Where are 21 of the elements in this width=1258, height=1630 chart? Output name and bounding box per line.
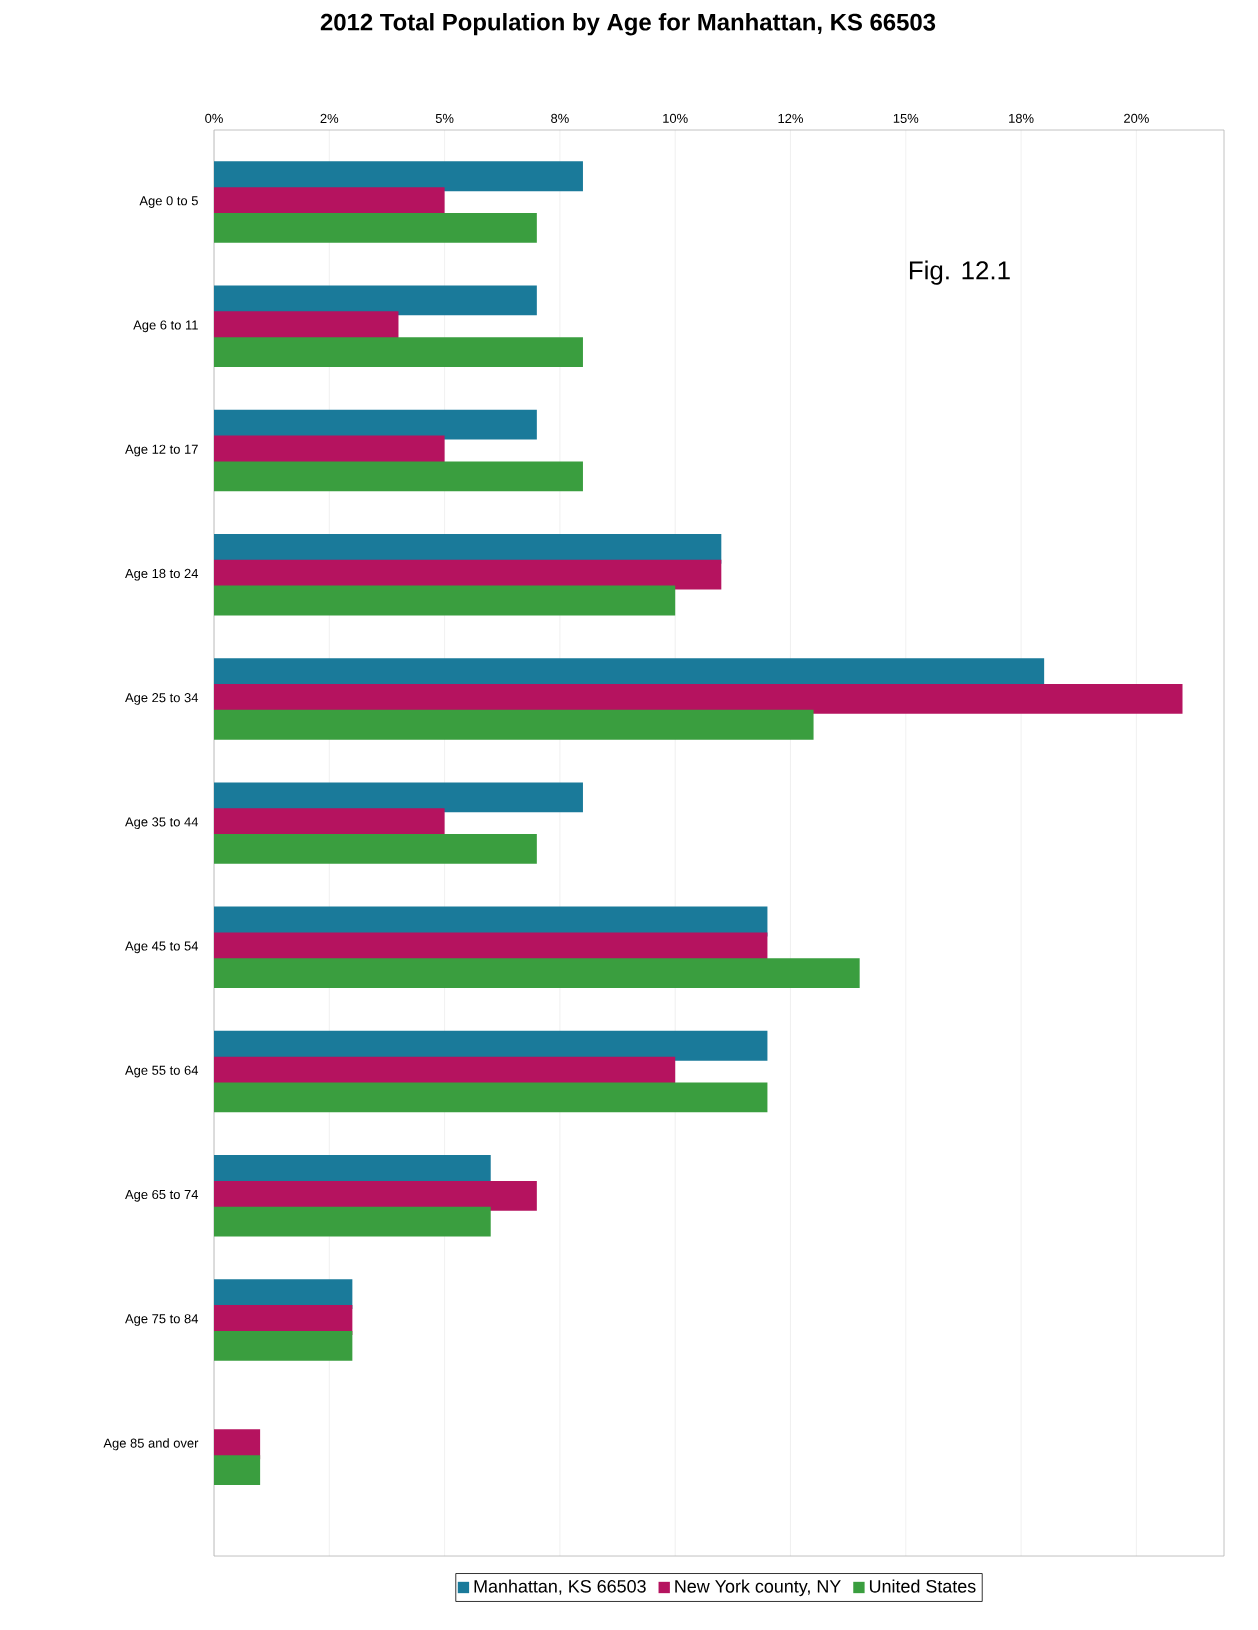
bar <box>214 409 537 440</box>
bar <box>214 212 537 243</box>
bar <box>214 1206 491 1237</box>
bar <box>214 461 583 492</box>
bar <box>214 958 860 989</box>
bar <box>214 782 583 813</box>
bar <box>214 285 537 316</box>
bar <box>214 585 676 616</box>
bar <box>214 161 583 192</box>
legend-label: United States <box>869 1579 976 1593</box>
legend-label: New York county, NY <box>675 1579 841 1597</box>
chart-title: 2012 Total Population by Age for Manhattan, KS 66503 <box>320 13 936 36</box>
bar <box>214 337 583 367</box>
bar <box>214 834 537 864</box>
bar <box>214 684 1183 714</box>
bar <box>214 1082 768 1113</box>
bar <box>214 1455 261 1485</box>
annotation: Fig. 12.1 <box>909 260 1010 285</box>
bar <box>214 709 814 740</box>
legend-label: Manhattan, KS 66503 <box>474 1579 646 1595</box>
bar <box>214 1330 353 1361</box>
